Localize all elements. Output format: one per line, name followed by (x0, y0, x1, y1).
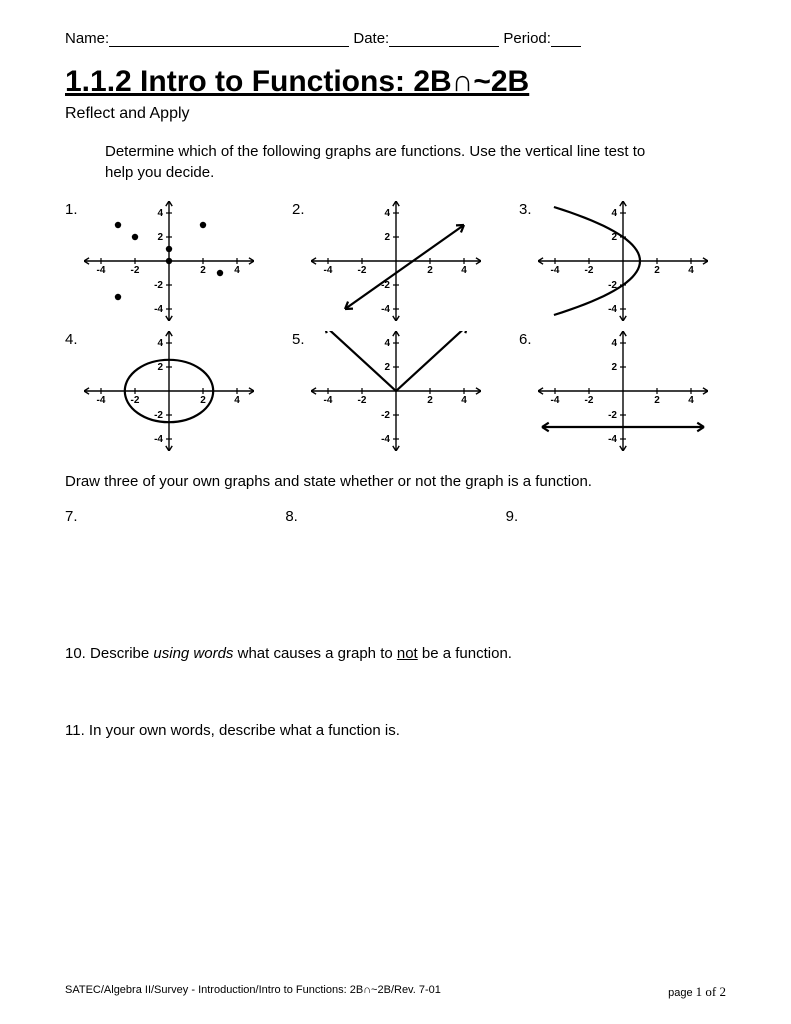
period-blank[interactable] (551, 33, 581, 47)
graph-number: 5. (292, 331, 305, 348)
svg-text:-4: -4 (323, 265, 332, 276)
graph-number: 1. (65, 201, 78, 218)
graph-cell: 2.-4-4-2-22244 (292, 201, 499, 321)
svg-text:-4: -4 (96, 395, 105, 406)
svg-text:4: 4 (384, 338, 390, 349)
name-label: Name: (65, 30, 109, 47)
svg-text:-4: -4 (154, 304, 163, 315)
svg-text:-2: -2 (381, 410, 390, 421)
q9-label: 9. (506, 508, 726, 525)
svg-text:4: 4 (157, 338, 163, 349)
blank-graphs-row: 7. 8. 9. (65, 508, 726, 525)
svg-text:-4: -4 (381, 434, 390, 445)
svg-text:-4: -4 (323, 395, 332, 406)
q11-text: In your own words, describe what a funct… (85, 722, 400, 739)
graph-cell: 1. -4 -4 -2 -2 2 2 4 4 (65, 201, 272, 321)
svg-text:2: 2 (611, 362, 617, 373)
svg-text:-4: -4 (608, 434, 617, 445)
coordinate-graph: -4 -4 -2 -2 2 2 4 4 (538, 331, 708, 451)
date-blank[interactable] (389, 33, 499, 47)
question-10: 10. Describe using words what causes a g… (65, 645, 726, 662)
svg-text:-2: -2 (584, 395, 593, 406)
svg-text:2: 2 (157, 232, 163, 243)
coordinate-graph: -4 -4 -2 -2 2 2 4 4 (311, 331, 481, 451)
svg-text:2: 2 (427, 395, 433, 406)
svg-text:2: 2 (384, 232, 390, 243)
graph-cell: 6. -4 -4 -2 -2 2 2 4 4 (519, 331, 726, 451)
q10-post: be a function. (418, 645, 512, 662)
graph-cell: 5. -4 -4 -2 -2 2 2 4 4 (292, 331, 499, 451)
svg-text:-4: -4 (96, 265, 105, 276)
svg-text:4: 4 (234, 395, 240, 406)
svg-text:-2: -2 (357, 265, 366, 276)
svg-text:2: 2 (654, 395, 660, 406)
svg-text:-2: -2 (154, 410, 163, 421)
graph-number: 3. (519, 201, 532, 218)
svg-text:-4: -4 (550, 395, 559, 406)
period-label: Period: (503, 30, 551, 47)
q8-label: 8. (285, 508, 505, 525)
footer-page-num: 1 of 2 (696, 984, 726, 999)
svg-text:2: 2 (157, 362, 163, 373)
coordinate-graph: -4-4-2-22244 (538, 201, 708, 321)
svg-text:-4: -4 (550, 265, 559, 276)
svg-text:4: 4 (688, 265, 694, 276)
q10-num: 10. (65, 645, 86, 662)
q10-uline: not (397, 645, 418, 662)
graph-cell: 3.-4-4-2-22244 (519, 201, 726, 321)
page-title: 1.1.2 Intro to Functions: 2B∩~2B (65, 65, 726, 99)
svg-text:4: 4 (688, 395, 694, 406)
coordinate-graph: -4-4-2-22244 (311, 201, 481, 321)
svg-text:2: 2 (384, 362, 390, 373)
instructions-text: Determine which of the following graphs … (105, 141, 665, 183)
coordinate-graph: -4 -4 -2 -2 2 2 4 4 (84, 201, 254, 321)
coordinate-graph: -4 -4 -2 -2 2 2 4 4 (84, 331, 254, 451)
svg-text:-2: -2 (130, 265, 139, 276)
q11-num: 11. (65, 722, 85, 739)
svg-text:2: 2 (200, 265, 206, 276)
q10-italic: using words (153, 645, 233, 662)
svg-text:4: 4 (461, 265, 467, 276)
question-11: 11. In your own words, describe what a f… (65, 722, 726, 739)
svg-text:2: 2 (427, 265, 433, 276)
svg-text:-4: -4 (608, 304, 617, 315)
svg-text:-2: -2 (154, 280, 163, 291)
svg-text:-2: -2 (130, 395, 139, 406)
prompt-own-graphs: Draw three of your own graphs and state … (65, 471, 726, 492)
worksheet-header: Name: Date: Period: (65, 30, 726, 47)
name-blank[interactable] (109, 33, 349, 47)
footer-left: SATEC/Algebra II/Survey - Introduction/I… (65, 984, 441, 1000)
svg-text:-2: -2 (584, 265, 593, 276)
svg-text:4: 4 (461, 395, 467, 406)
graph-number: 4. (65, 331, 78, 348)
svg-text:4: 4 (157, 208, 163, 219)
svg-text:-4: -4 (381, 304, 390, 315)
svg-text:4: 4 (611, 208, 617, 219)
svg-text:-2: -2 (357, 395, 366, 406)
svg-text:-4: -4 (154, 434, 163, 445)
svg-text:2: 2 (654, 265, 660, 276)
page-footer: SATEC/Algebra II/Survey - Introduction/I… (65, 984, 726, 1000)
svg-text:-2: -2 (608, 410, 617, 421)
q7-label: 7. (65, 508, 285, 525)
graph-cell: 4. -4 -4 -2 -2 2 2 4 4 (65, 331, 272, 451)
graph-number: 6. (519, 331, 532, 348)
svg-text:4: 4 (611, 338, 617, 349)
footer-page-word: page (668, 987, 696, 999)
date-label: Date: (353, 30, 389, 47)
svg-text:4: 4 (384, 208, 390, 219)
page-subtitle: Reflect and Apply (65, 105, 726, 123)
graph-number: 2. (292, 201, 305, 218)
q10-pre: Describe (86, 645, 154, 662)
q10-mid: what causes a graph to (233, 645, 396, 662)
svg-text:4: 4 (234, 265, 240, 276)
graph-grid: 1. -4 -4 -2 -2 2 2 4 4 2. -4 -4 -2 -2 2 2 4 4 3. -4 -4 -2 -2 2 2… (65, 201, 726, 451)
svg-text:2: 2 (200, 395, 206, 406)
